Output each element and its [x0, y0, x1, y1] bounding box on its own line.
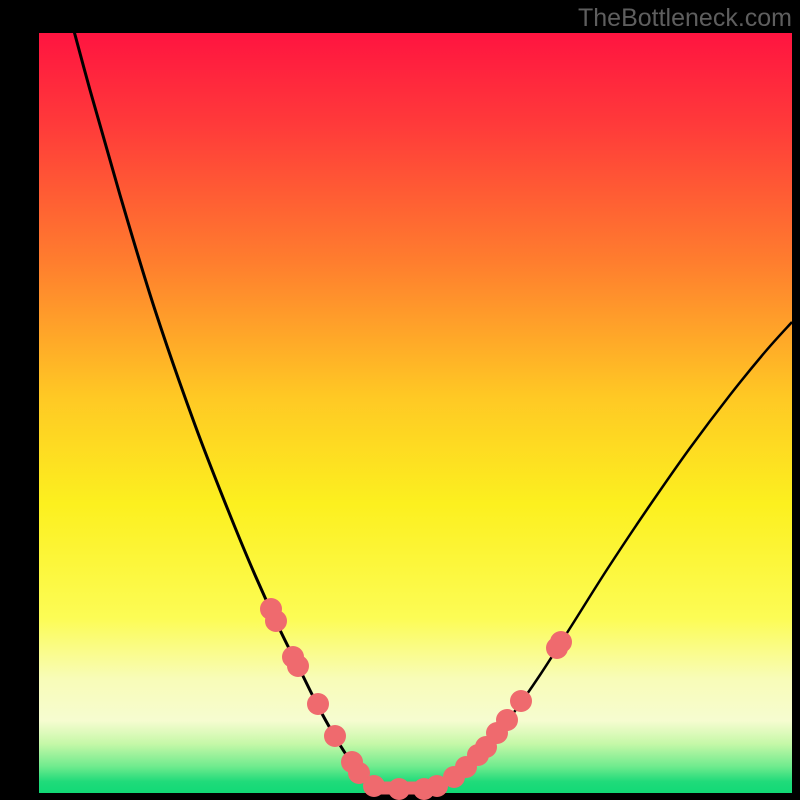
- curve-marker: [550, 631, 572, 653]
- bottleneck-curve-chart: [0, 0, 800, 800]
- watermark-text: TheBottleneck.com: [578, 4, 792, 33]
- curve-marker: [388, 778, 410, 800]
- curve-marker: [307, 693, 329, 715]
- curve-marker: [324, 725, 346, 747]
- curve-marker: [265, 610, 287, 632]
- chart-container: { "chart": { "type": "line-with-markers"…: [0, 0, 800, 800]
- curve-marker: [510, 690, 532, 712]
- plot-background: [39, 33, 792, 793]
- curve-marker: [287, 655, 309, 677]
- curve-marker: [496, 709, 518, 731]
- curve-marker: [363, 775, 385, 797]
